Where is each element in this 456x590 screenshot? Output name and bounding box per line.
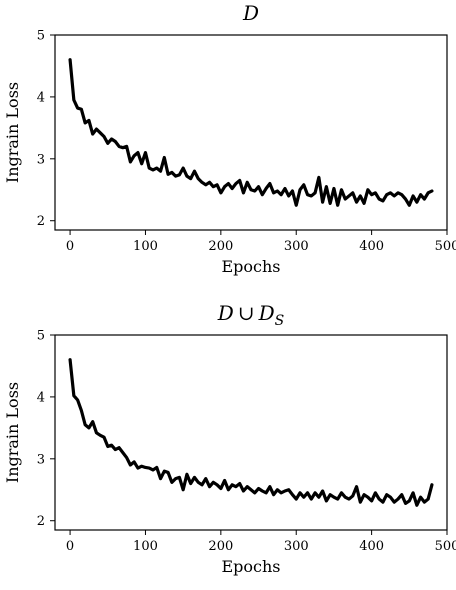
x-tick-label: 300 (284, 239, 309, 254)
plot-frame (54, 34, 448, 231)
x-tick-label: 300 (284, 539, 309, 554)
x-tick-label: 0 (66, 539, 74, 554)
x-tick-label: 400 (359, 239, 384, 254)
y-axis-title: Ingrain Loss (3, 82, 22, 183)
x-axis-title: Epochs (221, 257, 280, 276)
x-tick-label: 500 (435, 539, 456, 554)
chart-title: D (242, 1, 259, 25)
x-tick-label: 100 (133, 239, 158, 254)
x-tick-label: 500 (435, 239, 456, 254)
chart-panel-2: D ∪ DS 0 100 200 300 400 500 2 3 4 5 Epochs Ingrain Lo… (3, 301, 456, 576)
y-tick-label: 4 (37, 90, 45, 105)
y-tick-label: 5 (37, 29, 45, 44)
y-tick-label: 2 (37, 514, 45, 529)
y-tick-label: 2 (37, 214, 45, 229)
y-tick-label: 3 (37, 152, 45, 167)
y-tick-label: 4 (37, 390, 45, 405)
chart-panel-1: D 0 100 200 300 400 500 2 3 4 5 Epochs Ingrain Loss (3, 1, 456, 276)
y-tick-label: 3 (37, 452, 45, 467)
y-tick-label: 5 (37, 329, 45, 344)
series-line-1 (68, 358, 434, 507)
x-axis-title: Epochs (221, 557, 280, 576)
x-tick-label: 0 (66, 239, 74, 254)
series-line-1 (68, 58, 434, 207)
x-tick-label: 200 (208, 539, 233, 554)
chart-title: D ∪ DS (217, 301, 284, 329)
x-tick-label: 100 (133, 539, 158, 554)
x-tick-label: 400 (359, 539, 384, 554)
plot-frame (54, 334, 448, 531)
x-tick-label: 200 (208, 239, 233, 254)
y-axis-title: Ingrain Loss (3, 382, 22, 483)
